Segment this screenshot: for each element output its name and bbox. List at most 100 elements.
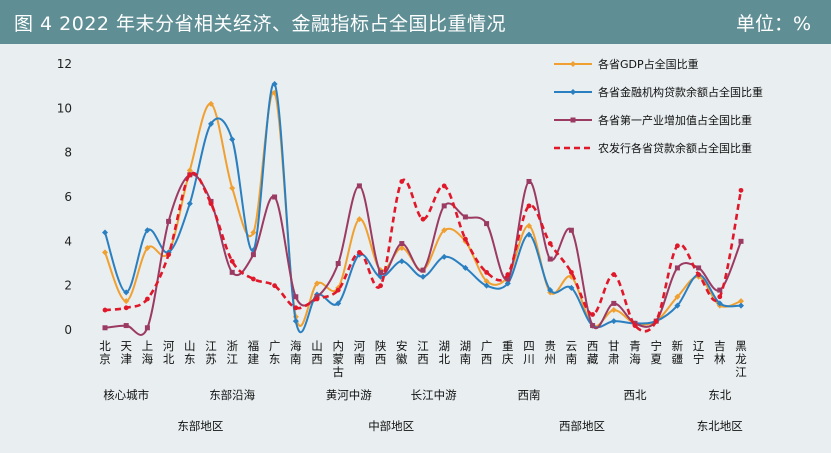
- point-gdp-20: [526, 222, 532, 229]
- point-loan-14: [398, 258, 405, 265]
- y-tick-label: 10: [57, 101, 72, 115]
- legend-item-adbc: 农发行各省贷款余额占全国比重: [554, 141, 752, 155]
- legend-marker-gdp: [570, 61, 576, 67]
- series-line-gdp: [104, 91, 742, 328]
- legend-label-agri: 各省第一产业增加值占全国比重: [598, 113, 752, 127]
- y-tick-label: 2: [64, 279, 72, 293]
- point-adbc-1: [123, 305, 129, 311]
- subgroup-label: 核心城市: [103, 388, 149, 402]
- x-tick-label: 湖: [438, 339, 450, 353]
- point-agri-8: [272, 194, 278, 200]
- subgroup-label: 东部沿海: [209, 388, 255, 402]
- region-label: 东北地区: [697, 419, 743, 433]
- point-gdp-16: [441, 227, 448, 234]
- subgroup-label: 黄河中游: [326, 388, 372, 402]
- point-loan-2: [144, 227, 151, 234]
- series-agri: [102, 172, 744, 336]
- legend-marker-agri: [570, 117, 576, 123]
- x-tick-label: 苏: [205, 352, 217, 366]
- point-adbc-27: [675, 243, 680, 249]
- x-tick-label: 黑: [735, 339, 747, 353]
- point-gdp-24: [610, 307, 617, 314]
- point-loan-15: [420, 273, 426, 280]
- point-loan-5: [208, 120, 214, 127]
- x-tick-label: 川: [523, 352, 535, 366]
- point-gdp-2: [144, 244, 151, 251]
- x-tick-label: 内: [332, 339, 344, 353]
- x-tick-label: 山: [184, 339, 196, 353]
- x-tick-label: 陕: [375, 339, 387, 353]
- region-label: 中部地区: [368, 419, 414, 433]
- x-axis-labels: 北京天津上海河北山东江苏浙江福建广东海南山西内蒙古河南陕西安徽江西湖北湖南广西重…: [99, 339, 747, 379]
- point-gdp-12: [356, 216, 363, 223]
- x-tick-label: 蒙: [332, 352, 344, 366]
- x-tick-label: 龙: [735, 352, 747, 366]
- x-tick-label: 林: [714, 352, 726, 366]
- x-tick-label: 徽: [396, 352, 408, 366]
- point-adbc-0: [102, 307, 108, 313]
- y-tick-label: 0: [64, 323, 72, 337]
- point-gdp-10: [314, 280, 320, 287]
- point-adbc-30: [738, 187, 744, 193]
- figure-title: 图 4 2022 年末分省相关经济、金融指标占全国比重情况: [14, 13, 507, 35]
- legend-item-gdp: 各省GDP占全国比重: [554, 57, 699, 71]
- x-tick-label: 云: [566, 339, 578, 353]
- x-tick-label: 西: [417, 352, 429, 366]
- point-adbc-23: [590, 312, 595, 317]
- x-tick-label: 广: [269, 339, 281, 353]
- point-adbc-9: [293, 305, 299, 311]
- point-adbc-7: [251, 276, 256, 282]
- y-tick-label: 6: [64, 190, 72, 204]
- x-tick-label: 夏: [650, 352, 662, 366]
- y-tick-label: 4: [64, 234, 72, 248]
- point-agri-23: [590, 323, 596, 329]
- x-tick-label: 辽: [693, 339, 705, 353]
- point-gdp-22: [568, 273, 575, 280]
- point-adbc-17: [463, 236, 468, 242]
- unit-label: 单位：%: [735, 13, 811, 35]
- point-agri-6: [229, 269, 235, 275]
- legend: 各省GDP占全国比重各省金融机构贷款余额占全国比重各省第一产业增加值占全国比重农…: [554, 57, 763, 155]
- y-tick-label: 12: [57, 57, 72, 71]
- point-loan-17: [462, 264, 469, 271]
- point-agri-29: [717, 287, 723, 293]
- x-tick-label: 藏: [587, 352, 599, 366]
- point-agri-14: [399, 241, 405, 247]
- x-tick-label: 州: [544, 352, 556, 366]
- point-gdp-4: [186, 167, 193, 174]
- point-adbc-26: [653, 318, 659, 324]
- x-tick-label: 古: [332, 365, 344, 379]
- point-adbc-12: [357, 250, 362, 255]
- x-tick-label: 宁: [650, 339, 662, 353]
- series-lines: [102, 80, 744, 336]
- point-adbc-6: [229, 258, 235, 264]
- point-loan-20: [526, 231, 532, 238]
- legend-label-adbc: 农发行各省贷款余额占全国比重: [598, 141, 752, 155]
- x-tick-label: 西: [375, 352, 387, 366]
- point-agri-17: [462, 214, 468, 220]
- y-tick-label: 8: [64, 146, 72, 160]
- series-line-agri: [104, 173, 742, 336]
- point-gdp-1: [123, 298, 130, 305]
- point-loan-16: [441, 253, 448, 260]
- point-loan-30: [738, 302, 744, 309]
- x-tick-label: 海: [142, 352, 154, 366]
- x-tick-label: 肃: [608, 352, 620, 366]
- point-agri-30: [738, 238, 744, 244]
- x-tick-label: 上: [142, 339, 154, 353]
- point-loan-9: [292, 318, 299, 325]
- point-loan-22: [568, 284, 575, 291]
- subgroup-label: 西北: [624, 388, 647, 402]
- x-tick-label: 河: [163, 339, 175, 353]
- point-gdp-6: [229, 185, 236, 192]
- x-tick-label: 海: [629, 352, 641, 366]
- x-tick-label: 重: [502, 339, 514, 353]
- point-gdp-18: [483, 278, 490, 285]
- point-adbc-8: [272, 283, 277, 289]
- series-adbc: [102, 171, 744, 333]
- x-tick-label: 青: [629, 339, 641, 353]
- x-tick-label: 北: [163, 352, 175, 366]
- x-tick-label: 北: [438, 352, 450, 366]
- point-adbc-22: [569, 269, 574, 275]
